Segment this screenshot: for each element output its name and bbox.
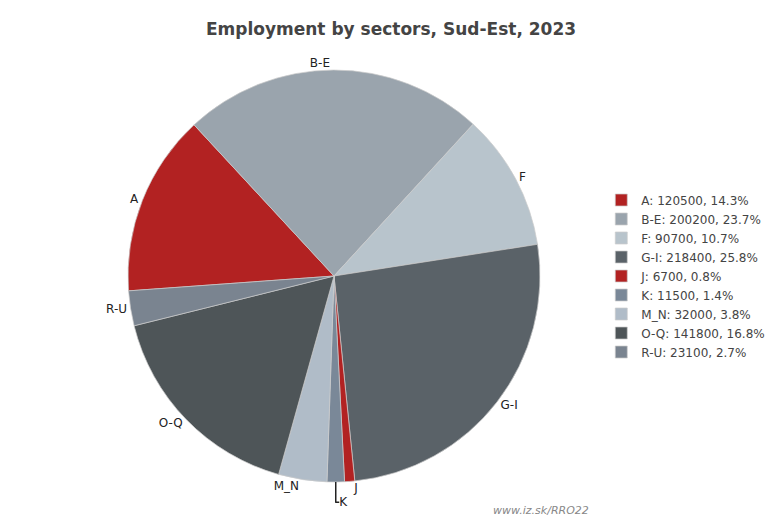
svg-text:M_N: 32000, 3.8%: M_N: 32000, 3.8% (641, 308, 750, 322)
svg-text:O-Q: 141800, 16.8%: O-Q: 141800, 16.8% (641, 327, 764, 341)
svg-text:K: K (339, 495, 348, 509)
svg-text:R-U: 23100, 2.7%: R-U: 23100, 2.7% (641, 346, 746, 360)
svg-text:J: J (353, 481, 358, 495)
svg-text:A: A (130, 192, 139, 206)
svg-text:K: 11500, 1.4%: K: 11500, 1.4% (641, 289, 733, 303)
svg-text:F: 90700, 10.7%: F: 90700, 10.7% (641, 232, 739, 246)
svg-text:Employment by sectors, Sud-Est: Employment by sectors, Sud-Est, 2023 (206, 19, 576, 39)
svg-text:B-E: 200200, 23.7%: B-E: 200200, 23.7% (641, 213, 761, 227)
svg-text:G-I: G-I (501, 398, 518, 412)
svg-text:R-U: R-U (106, 302, 127, 316)
svg-text:M_N: M_N (274, 479, 299, 493)
svg-text:J: 6700, 0.8%: J: 6700, 0.8% (640, 270, 721, 284)
svg-text:O-Q: O-Q (159, 416, 183, 430)
svg-text:F: F (519, 170, 526, 184)
svg-text:G-I: 218400, 25.8%: G-I: 218400, 25.8% (641, 251, 758, 265)
svg-text:www.iz.sk/RRO22: www.iz.sk/RRO22 (493, 504, 589, 517)
svg-text:B-E: B-E (310, 56, 330, 70)
svg-text:A: 120500, 14.3%: A: 120500, 14.3% (641, 194, 748, 208)
